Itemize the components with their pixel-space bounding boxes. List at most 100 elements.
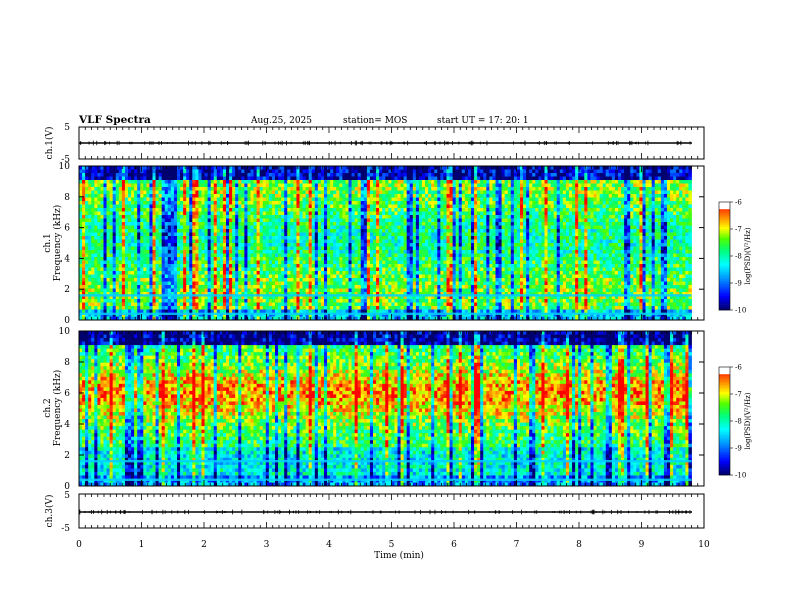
spectrogram-cell [232,166,236,170]
spectrogram-cell [330,180,334,184]
spectrogram-cell [345,278,349,282]
spectrogram-cell [317,243,322,247]
spectrogram-cell [311,288,316,293]
spectrogram-cell [265,285,270,289]
spectrogram-cell [238,173,242,177]
spectrogram-cell [158,218,163,223]
spectrogram-cell [103,183,107,188]
spectrogram-cell [290,225,294,230]
spectrogram-cell [173,292,178,296]
spectrogram-cell [103,215,107,219]
spectrogram-cell [330,260,334,265]
spectrogram-cell [158,204,163,209]
spectrogram-cell [186,257,190,261]
spectrogram-cell [342,222,346,226]
spectrogram-cell [412,190,417,195]
spectrogram-cell [250,197,254,202]
spectrogram-cell [85,264,89,268]
spectrogram-cell [229,239,233,244]
spectrogram-cell [317,211,322,216]
spectrogram-cell [366,292,371,296]
spectrogram-cell [324,201,328,205]
spectrogram-cell [373,243,377,247]
spectrogram-cell [115,190,120,195]
spectrogram-cell [244,288,248,293]
spectrogram-cell [201,316,205,321]
spectrogram-cell [232,222,236,226]
spectrogram-cell [192,197,196,202]
spectrogram-cell [121,204,126,209]
spectrogram-cell [128,243,132,247]
spectrogram-cell [268,257,273,261]
spectrogram-cell [259,194,264,198]
spectrogram-cell [112,180,117,184]
spectrogram-cell [238,197,242,202]
spectrogram-cell [204,243,209,247]
spectrogram-cell [339,229,343,233]
spectrogram-cell [149,229,153,233]
spectrogram-cell [238,180,242,184]
spectrogram-cell [253,285,258,289]
spectrogram-cell [85,225,89,230]
spectrogram-cell [229,299,233,303]
spectrogram-cell [173,302,178,307]
spectrogram-cell [201,243,205,247]
spectrogram-cell [259,225,264,230]
spectrogram-cell [91,243,95,247]
spectrogram-cell [330,229,334,233]
spectrogram-cell [354,197,359,202]
spectrogram-cell [167,253,172,258]
spectrogram-cell [345,302,349,307]
spectrogram-cell [91,211,95,216]
spectrogram-cell [259,183,264,188]
spectrogram-cell [106,306,111,310]
spectrogram-cell [287,278,291,282]
spectrogram-cell [397,316,401,321]
spectrogram-cell [308,295,313,300]
spectrogram-cell [192,180,196,184]
spectrogram-cell [183,271,187,275]
spectrogram-cell [131,239,135,244]
spectrogram-cell [336,239,340,244]
spectrogram-cell [324,169,328,174]
spectrogram-cell [164,169,169,174]
spectrogram-cell [397,222,401,226]
spectrogram-cell [354,176,359,181]
spectrogram-cell [342,166,346,170]
spectrogram-cell [131,288,135,293]
spectrogram-cell [103,306,107,310]
spectrogram-cell [222,246,227,251]
spectrogram-cell [149,232,153,237]
spectrogram-cell [406,197,411,202]
spectrogram-cell [354,267,359,272]
spectrogram-cell [161,281,166,286]
spectrogram-cell [317,274,322,279]
spectrogram-cell [290,250,294,254]
spectrogram-cell [79,246,83,251]
spectrogram-cell [330,267,334,272]
spectrogram-cell [403,295,408,300]
spectrogram-cell [109,180,114,184]
spectrogram-cell [241,180,245,184]
spectrogram-cell [397,232,401,237]
spectrogram-cell [244,222,248,226]
spectrogram-cell [189,225,193,230]
spectrogram-cell [293,180,297,184]
spectrogram-cell [373,257,377,261]
spectrogram-cell [259,316,264,321]
spectrogram-cell [311,208,316,212]
spectrogram-cell [262,299,267,303]
spectrogram-cell [121,295,126,300]
spectrogram-cell [290,302,294,307]
spectrogram-cell [198,190,202,195]
spectrogram-cell [128,306,132,310]
spectrogram-cell [320,187,325,191]
spectrogram-cell [167,243,172,247]
spectrogram-cell [299,236,303,240]
spectrogram-cell [299,197,303,202]
spectrogram-cell [320,201,325,205]
spectrogram-cell [161,236,166,240]
spectrogram-cell [192,239,196,244]
spectrogram-cell [351,288,356,293]
spectrogram-cell [360,306,365,310]
